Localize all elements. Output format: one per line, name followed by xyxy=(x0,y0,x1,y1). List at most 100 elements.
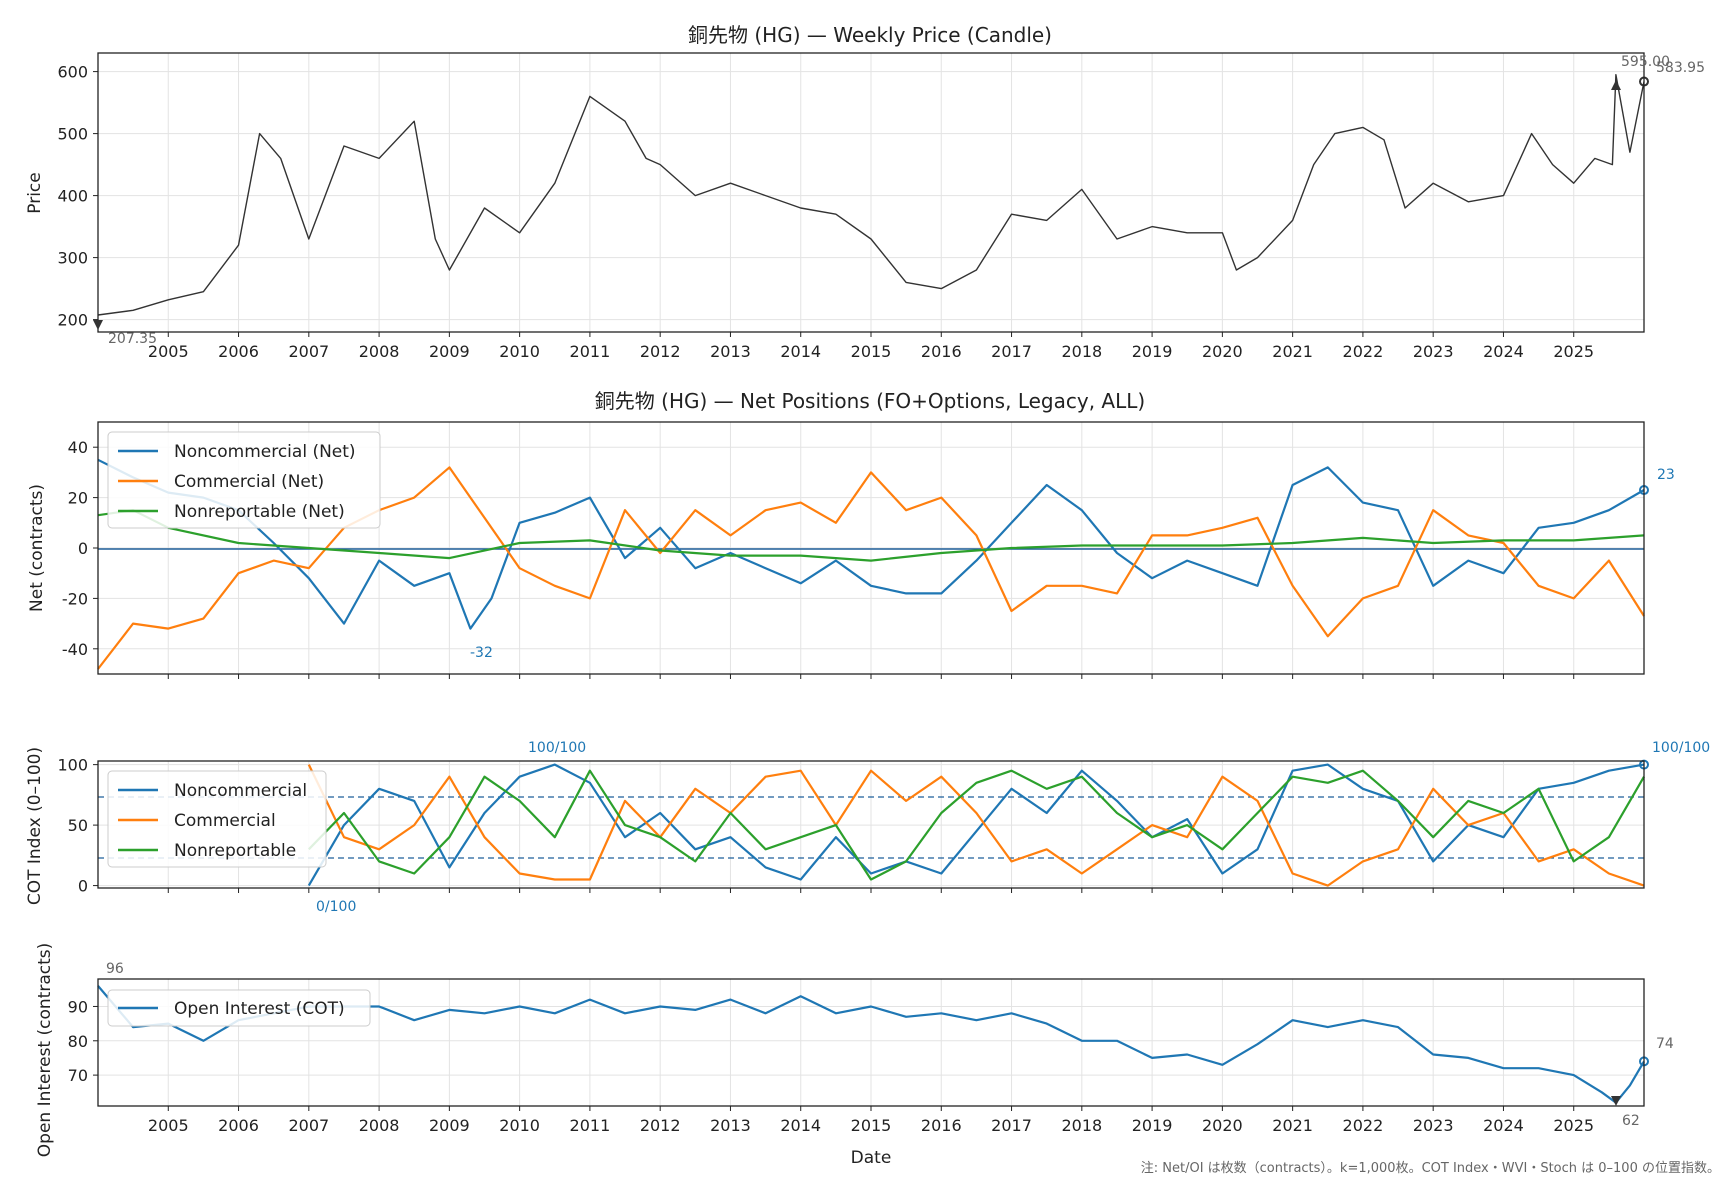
net-panel: 銅先物 (HG) — Net Positions (FO+Options, Le… xyxy=(27,389,1675,679)
x-tick-label-2014: 2014 xyxy=(780,342,821,361)
net-panel-title: 銅先物 (HG) — Net Positions (FO+Options, Le… xyxy=(595,389,1145,413)
x-tick-label-2020: 2020 xyxy=(1202,342,1243,361)
net-min-label: -32 xyxy=(470,645,493,661)
oi-axes-frame xyxy=(97,978,1645,1107)
y-tick-label-20: 20 xyxy=(68,489,88,508)
x-tick-label-2017: 2017 xyxy=(991,342,1032,361)
cot-plot xyxy=(307,759,1649,887)
net-y-label: Net (contracts) xyxy=(27,484,47,612)
oi-y-ticks: 70 80 90 xyxy=(68,997,98,1085)
oi-legend-box xyxy=(107,989,371,1027)
x-tick-label-2018: 2018 xyxy=(1061,1116,1102,1135)
price-start-label: 207.35 xyxy=(108,331,157,347)
series-line-nonreportable xyxy=(308,769,1645,881)
net-legend-nonreportable: Nonreportable (Net) xyxy=(174,502,345,522)
price-y-label: Price xyxy=(25,172,45,213)
x-tick-label-2008: 2008 xyxy=(359,342,400,361)
cot-index-panel: 0 50 100 COT Index (0–100) 0/100 100/100 1… xyxy=(25,740,1710,915)
oi-legend-label: Open Interest (COT) xyxy=(174,999,345,1019)
price-x-ticks: 2005 2006 2007 2008 2009 2010 2011 2012 2013 2014… xyxy=(148,342,1594,361)
x-tick-label-2008: 2008 xyxy=(359,1116,400,1135)
x-tick-label-2007: 2007 xyxy=(288,342,329,361)
cot-legend-nonreportable: Nonreportable xyxy=(174,841,296,861)
oi-min-marker xyxy=(1611,1096,1621,1106)
net-last-label: 23 xyxy=(1657,467,1675,483)
x-tick-label-2017: 2017 xyxy=(991,1116,1032,1135)
y-tick-label-40: 40 xyxy=(68,438,88,457)
x-tick-label-2020: 2020 xyxy=(1202,1116,1243,1135)
x-tick-label-2014: 2014 xyxy=(780,1116,821,1135)
x-tick-label-2013: 2013 xyxy=(710,1116,751,1135)
price-high-label: 595.00 xyxy=(1621,54,1670,70)
price-plot xyxy=(97,73,1649,316)
price-high-marker xyxy=(1611,80,1621,90)
x-tick-label-2025: 2025 xyxy=(1553,342,1594,361)
x-tick-label-2022: 2022 xyxy=(1343,342,1384,361)
y-tick-label-100: 100 xyxy=(57,756,88,775)
x-tick-label-2013: 2013 xyxy=(710,342,751,361)
y-tick-label-50: 50 xyxy=(68,816,88,835)
x-tick-label-2018: 2018 xyxy=(1061,342,1102,361)
x-tick-label-2006: 2006 xyxy=(218,342,259,361)
x-tick-label-2010: 2010 xyxy=(499,342,540,361)
y-tick-label--20: -20 xyxy=(62,589,88,608)
cot-legend-box xyxy=(107,770,327,868)
x-tick-label-2024: 2024 xyxy=(1483,1116,1524,1135)
price-low-marker xyxy=(93,320,103,330)
y-tick-label-400: 400 xyxy=(57,187,88,206)
net-legend-commercial: Commercial (Net) xyxy=(174,472,324,492)
net-y-ticks: -40 -20 0 20 40 xyxy=(62,438,98,659)
y-tick-label-0: 0 xyxy=(78,539,88,558)
cot-y-label: COT Index (0–100) xyxy=(25,747,45,905)
x-tick-label-2005: 2005 xyxy=(148,342,189,361)
oi-y-label: Open Interest (contracts) xyxy=(35,943,55,1157)
cot-min-label: 0/100 xyxy=(316,899,356,915)
price-y-ticks: 200 300 400 500 600 xyxy=(57,63,98,330)
price-axes-frame xyxy=(97,52,1645,333)
x-tick-label-2011: 2011 xyxy=(570,342,611,361)
price-grid xyxy=(98,53,1644,337)
x-tick-label-2016: 2016 xyxy=(921,1116,962,1135)
x-tick-label-2005: 2005 xyxy=(148,1116,189,1135)
cot-legend-noncommercial: Noncommercial xyxy=(174,781,307,801)
x-tick-label-2007: 2007 xyxy=(288,1116,329,1135)
footnote: 注: Net/OI は枚数（contracts）。k=1,000枚。COT In… xyxy=(1141,1161,1720,1176)
x-tick-label-2009: 2009 xyxy=(429,342,470,361)
cot-legend: Noncommercial Commercial Nonreportable xyxy=(107,770,327,868)
oi-x-ticks: 2005 2006 2007 2008 2009 2010 2011 2012 2013 2014… xyxy=(148,1116,1594,1135)
x-tick-label-2023: 2023 xyxy=(1413,1116,1454,1135)
series-line-noncommercial xyxy=(307,763,1645,887)
x-tick-label-2015: 2015 xyxy=(851,1116,892,1135)
x-tick-label-2016: 2016 xyxy=(921,342,962,361)
x-tick-label-2025: 2025 xyxy=(1553,1116,1594,1135)
x-tick-label-2011: 2011 xyxy=(570,1116,611,1135)
x-axis-label: Date xyxy=(851,1148,892,1168)
x-tick-label-2022: 2022 xyxy=(1343,1116,1384,1135)
x-tick-label-2019: 2019 xyxy=(1132,342,1173,361)
x-tick-label-2012: 2012 xyxy=(640,1116,681,1135)
oi-last-label: 74 xyxy=(1656,1036,1674,1052)
x-tick-label-2010: 2010 xyxy=(499,1116,540,1135)
cot-axes-frame xyxy=(97,760,1645,889)
x-tick-label-2021: 2021 xyxy=(1272,1116,1313,1135)
x-tick-label-2024: 2024 xyxy=(1483,342,1524,361)
y-tick-label-70: 70 xyxy=(68,1066,88,1085)
x-tick-label-2015: 2015 xyxy=(851,342,892,361)
net-legend-noncommercial: Noncommercial (Net) xyxy=(174,442,356,462)
y-tick-label-200: 200 xyxy=(57,311,88,330)
oi-max-label: 96 xyxy=(106,961,124,977)
y-tick-label-600: 600 xyxy=(57,63,88,82)
series-line-price xyxy=(97,73,1645,316)
price-panel-title: 銅先物 (HG) — Weekly Price (Candle) xyxy=(688,23,1052,47)
y-tick-label--40: -40 xyxy=(62,640,88,659)
y-tick-label-80: 80 xyxy=(68,1032,88,1051)
x-tick-label-2021: 2021 xyxy=(1272,342,1313,361)
price-last-label: 583.95 xyxy=(1656,60,1705,76)
x-tick-label-2006: 2006 xyxy=(218,1116,259,1135)
net-legend-box xyxy=(107,431,381,529)
oi-legend: Open Interest (COT) xyxy=(107,989,371,1027)
y-tick-label-0: 0 xyxy=(78,877,88,896)
series-line-noncommercial-net xyxy=(97,458,1645,630)
y-tick-label-300: 300 xyxy=(57,249,88,268)
